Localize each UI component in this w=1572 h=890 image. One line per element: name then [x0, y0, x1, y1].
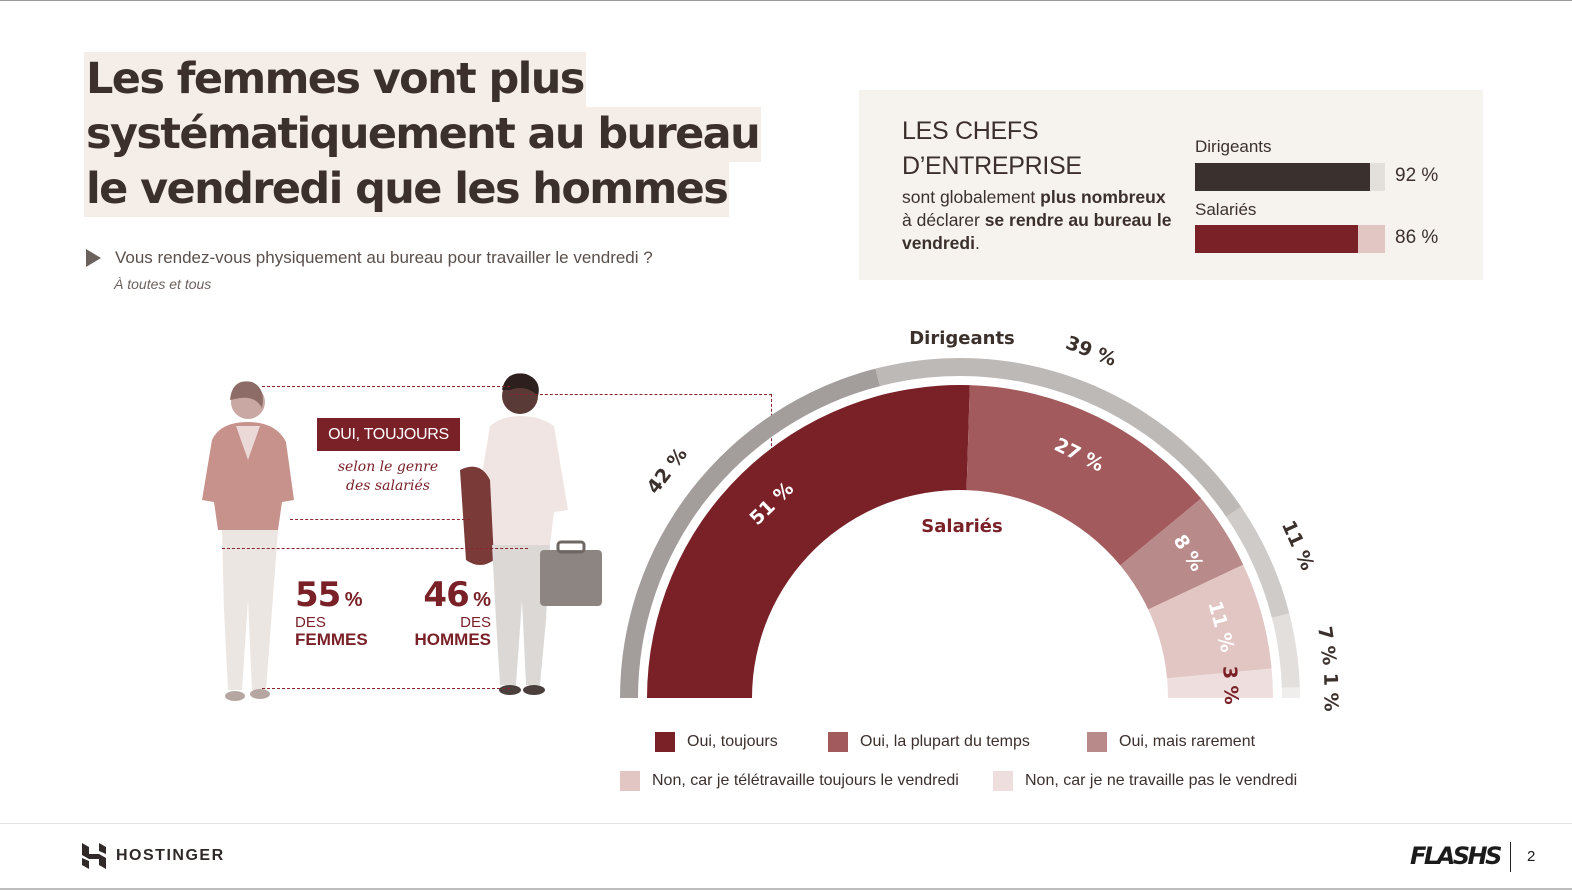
semicircle-chart: 42 %39 %11 %7 %1 %51 %27 %8 %11 %3 %Diri… [620, 328, 1342, 712]
legend-label-1: Oui, la plupart du temps [860, 733, 1030, 750]
dirigeants-slice-0 [620, 368, 880, 698]
women-group: FEMMES [295, 630, 368, 649]
hostinger-logo: HOSTINGER [82, 843, 225, 869]
info-box: LES CHEFS D’ENTREPRISE sont globalement … [859, 90, 1483, 280]
people-illustration [202, 373, 602, 701]
dirigeants-label-3: 7 % [1313, 625, 1340, 667]
dirigeants-slice-2 [1226, 506, 1290, 618]
dashed-line-lower [222, 548, 528, 549]
dirigeants-slice-3 [1271, 613, 1300, 688]
bar-fill-dirigeants [1195, 163, 1370, 191]
salaries-slice-3 [1148, 564, 1272, 679]
legend-item-rarement: Oui, mais rarement [1087, 732, 1255, 752]
flashs-logo: FLASHS [1410, 842, 1502, 870]
bar-value-dirigeants: 92 % [1395, 165, 1439, 186]
legend-item-plupart: Oui, la plupart du temps [828, 732, 1030, 752]
bar-track-salaries [1195, 225, 1385, 253]
title-line-1: Les femmes vont plus [84, 52, 586, 107]
info-desc-4: se rendre au bureau le vendredi [902, 210, 1172, 253]
dirigeants-slice-1 [875, 358, 1242, 518]
women-value: 55 [295, 575, 341, 615]
info-desc-1: sont globalement [902, 187, 1041, 207]
salaries-slice-4 [1167, 668, 1273, 698]
women-des: DES [295, 614, 326, 631]
question: Vous rendez-vous physiquement au bureau … [86, 248, 653, 268]
legend-label-3: Non, car je télétravaille toujours le ve… [652, 772, 959, 789]
genre-subtitle-line-1: selon le genre [337, 459, 439, 475]
women-pct: % [344, 589, 363, 611]
bar-value-salaries: 86 % [1395, 227, 1439, 248]
legend-label-0: Oui, toujours [687, 733, 778, 750]
question-text: Vous rendez-vous physiquement au bureau … [115, 248, 653, 267]
men-group: HOMMES [414, 630, 492, 649]
salaries-slice-0 [647, 385, 970, 698]
men-des: DES [460, 614, 491, 631]
dirigeants-slice-4 [1281, 687, 1300, 698]
info-title: LES CHEFS D’ENTREPRISE [902, 114, 1082, 184]
stat-women: 55 % DES FEMMES [295, 575, 368, 649]
men-value: 46 [423, 575, 469, 615]
legend-label-4: Non, car je ne travaille pas le vendredi [1025, 772, 1298, 789]
legend-swatch-4 [993, 771, 1013, 791]
legend-swatch-2 [1087, 732, 1107, 752]
dirigeants-label-0: 42 % [643, 444, 692, 499]
bar-label-dirigeants: Dirigeants [1195, 137, 1272, 156]
legend-item-teletravail: Non, car je télétravaille toujours le ve… [620, 771, 959, 791]
dirigeants-label-2: 11 % [1277, 517, 1318, 574]
page-number: 2 [1527, 848, 1536, 865]
dashed-line-top-right [510, 394, 772, 395]
woman-figure [202, 381, 294, 701]
legend-item-oui-toujours: Oui, toujours [655, 732, 778, 752]
ring-title-salaries: Salariés [921, 516, 1002, 537]
bar-label-salaries: Salariés [1195, 200, 1257, 219]
salaries-slice-1 [966, 385, 1202, 566]
info-desc-2: plus nombreux [1040, 187, 1166, 207]
page-title: Les femmes vont plus systématiquement au… [84, 52, 784, 217]
genre-subtitle: selon le genre des salariés [320, 458, 456, 496]
legend-swatch-1 [828, 732, 848, 752]
dashed-line-mid [290, 519, 470, 520]
footer-divider [0, 823, 1572, 824]
info-title-line-2: D’ENTREPRISE [902, 152, 1082, 180]
play-arrow-icon [86, 249, 101, 267]
top-border [0, 0, 1572, 1]
title-line-2: systématiquement au bureau [84, 107, 762, 162]
legend-item-ne-travaille-pas: Non, car je ne travaille pas le vendredi [993, 771, 1297, 791]
bar-fill-salaries [1195, 225, 1359, 253]
ring-title-dirigeants: Dirigeants [909, 328, 1015, 349]
dashed-line-top-left [262, 386, 510, 387]
men-pct: % [473, 589, 491, 611]
dashed-line-bottom [262, 688, 510, 689]
footer-separator [1510, 842, 1511, 872]
dirigeants-label-4: 1 % [1319, 673, 1342, 712]
info-desc-3: à déclarer [902, 210, 985, 230]
question-subtitle: À toutes et tous [114, 276, 212, 292]
info-title-line-1: LES CHEFS [902, 117, 1039, 145]
bar-track-dirigeants [1195, 163, 1385, 191]
info-description: sont globalement plus nombreux à déclare… [902, 186, 1172, 255]
legend-swatch-3 [620, 771, 640, 791]
stat-men: 46 % DES HOMMES [407, 575, 492, 649]
legend-label-2: Oui, mais rarement [1119, 733, 1256, 750]
dirigeants-label-1: 39 % [1063, 332, 1120, 371]
info-desc-5: . [974, 233, 980, 253]
legend-swatch-0 [655, 732, 675, 752]
salaries-slice-2 [1120, 498, 1244, 610]
oui-toujours-badge: OUI, TOUJOURS [317, 418, 460, 451]
salaries-label-4: 3 % [1218, 665, 1242, 705]
title-line-3: le vendredi que les hommes [84, 162, 730, 217]
bottom-border [0, 888, 1572, 890]
hostinger-icon [82, 843, 106, 869]
hostinger-wordmark: HOSTINGER [116, 847, 225, 864]
genre-subtitle-line-2: des salariés [346, 478, 430, 494]
man-figure [460, 373, 602, 695]
